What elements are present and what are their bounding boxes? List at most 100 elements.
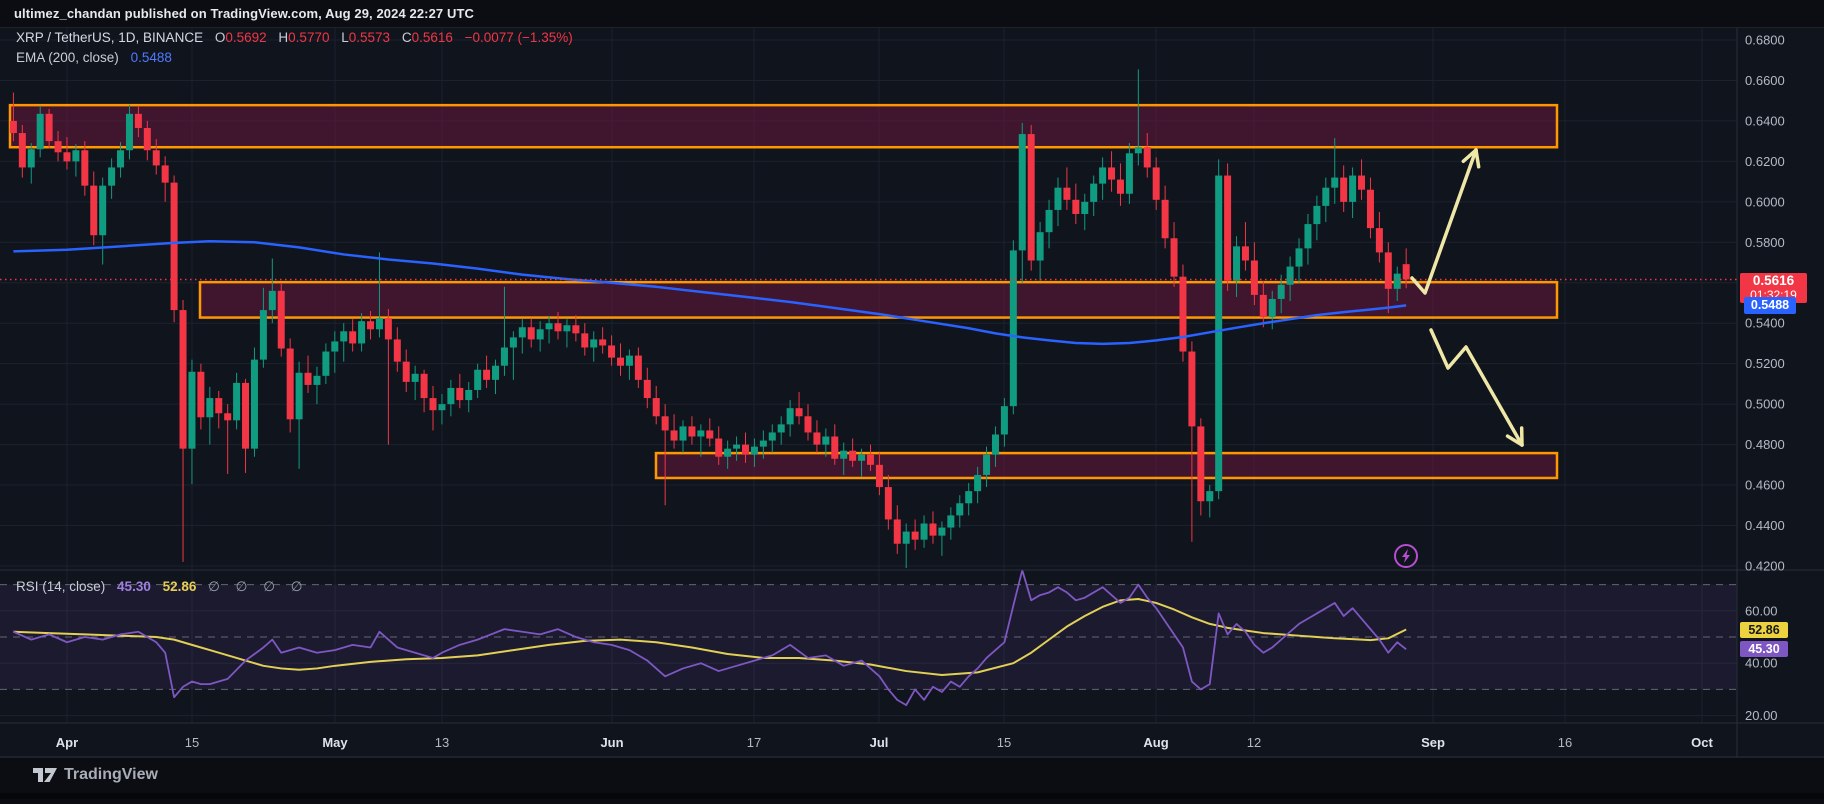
low-value: 0.5573	[349, 30, 390, 45]
candle	[813, 432, 820, 444]
candle	[1278, 285, 1285, 299]
candle	[438, 404, 445, 410]
change-value: −0.0077 (−1.35%)	[465, 30, 573, 45]
candle	[1313, 206, 1320, 224]
last-price-value: 0.5616	[1740, 273, 1807, 288]
ema-legend: EMA (200, close) 0.5488	[16, 50, 172, 65]
candle	[492, 366, 499, 380]
symbol-title: XRP / TetherUS, 1D, BINANCE	[16, 30, 203, 45]
candle	[1349, 176, 1356, 202]
candle	[224, 413, 231, 420]
candle	[822, 437, 829, 445]
candle	[876, 465, 883, 487]
candle	[233, 383, 240, 420]
close-label: C	[402, 30, 412, 45]
candle	[796, 408, 803, 416]
candle	[251, 360, 258, 449]
rsi-empty-values: ∅ ∅ ∅ ∅	[208, 579, 308, 594]
candle	[590, 339, 597, 347]
candle	[1054, 188, 1061, 210]
candle	[1072, 200, 1079, 214]
candle	[1269, 299, 1276, 317]
candle	[46, 114, 53, 141]
candle	[1153, 167, 1160, 199]
symbol-legend: XRP / TetherUS, 1D, BINANCE O0.5692 H0.5…	[16, 30, 573, 45]
candle	[206, 398, 213, 417]
open-value: 0.5692	[225, 30, 266, 45]
candle	[430, 398, 437, 410]
candle	[1215, 176, 1222, 492]
candle	[269, 291, 276, 310]
tradingview-logo-icon	[32, 766, 58, 786]
candle	[55, 141, 62, 152]
rsi-ma-value: 52.86	[163, 579, 197, 594]
candle	[1287, 267, 1294, 285]
candle	[831, 437, 838, 459]
rsi-legend: RSI (14, close) 45.30 52.86 ∅ ∅ ∅ ∅	[16, 579, 308, 595]
candle	[421, 374, 428, 398]
candle	[1117, 180, 1124, 194]
candle	[162, 165, 169, 182]
candle	[912, 532, 919, 540]
candle	[63, 152, 70, 161]
candle	[840, 451, 847, 459]
close-value: 0.5616	[412, 30, 453, 45]
candle	[1296, 248, 1303, 266]
candle	[546, 323, 553, 329]
candle	[662, 416, 669, 430]
candle	[947, 515, 954, 527]
candle	[688, 426, 695, 436]
candle	[519, 327, 526, 337]
candle	[992, 434, 999, 454]
header-bar: ultimez_chandan published on TradingView…	[0, 0, 1824, 28]
candle	[1304, 224, 1311, 248]
candle	[394, 339, 401, 361]
open-label: O	[215, 30, 226, 45]
candle	[724, 449, 731, 457]
candle	[465, 390, 472, 400]
candle	[1260, 295, 1267, 317]
candle	[313, 376, 320, 385]
low-label: L	[341, 30, 349, 45]
candle	[938, 528, 945, 536]
candle	[1037, 232, 1044, 260]
candle	[1046, 210, 1053, 232]
candle	[367, 321, 374, 329]
candle	[197, 372, 204, 418]
candle	[1081, 202, 1088, 214]
candle	[697, 430, 704, 436]
candle	[385, 318, 392, 339]
candle	[19, 133, 26, 167]
candle	[903, 532, 910, 544]
candle	[215, 398, 222, 413]
candle	[760, 441, 767, 447]
candle	[403, 362, 410, 382]
ema-price-badge: 0.5488	[1744, 297, 1796, 314]
candle	[287, 349, 294, 420]
candle	[144, 128, 151, 150]
candle	[965, 491, 972, 503]
candle	[1242, 246, 1249, 260]
candle	[1376, 228, 1383, 252]
time-axis[interactable]	[0, 723, 1737, 757]
candle	[849, 451, 856, 461]
candle	[778, 424, 785, 432]
candle	[599, 339, 606, 345]
candle	[349, 331, 356, 343]
candle	[787, 408, 794, 424]
candle	[635, 356, 642, 380]
candle	[1233, 246, 1240, 280]
candle	[1251, 261, 1258, 295]
candle	[572, 325, 579, 333]
candle	[412, 374, 419, 382]
rsi-value: 45.30	[117, 579, 151, 594]
candle	[1358, 176, 1365, 190]
candle	[242, 383, 249, 449]
candle	[537, 329, 544, 339]
candle	[867, 455, 874, 465]
candle	[305, 373, 312, 385]
candle	[644, 380, 651, 398]
rsi-label: RSI (14, close)	[16, 579, 105, 594]
candle	[1001, 406, 1008, 434]
